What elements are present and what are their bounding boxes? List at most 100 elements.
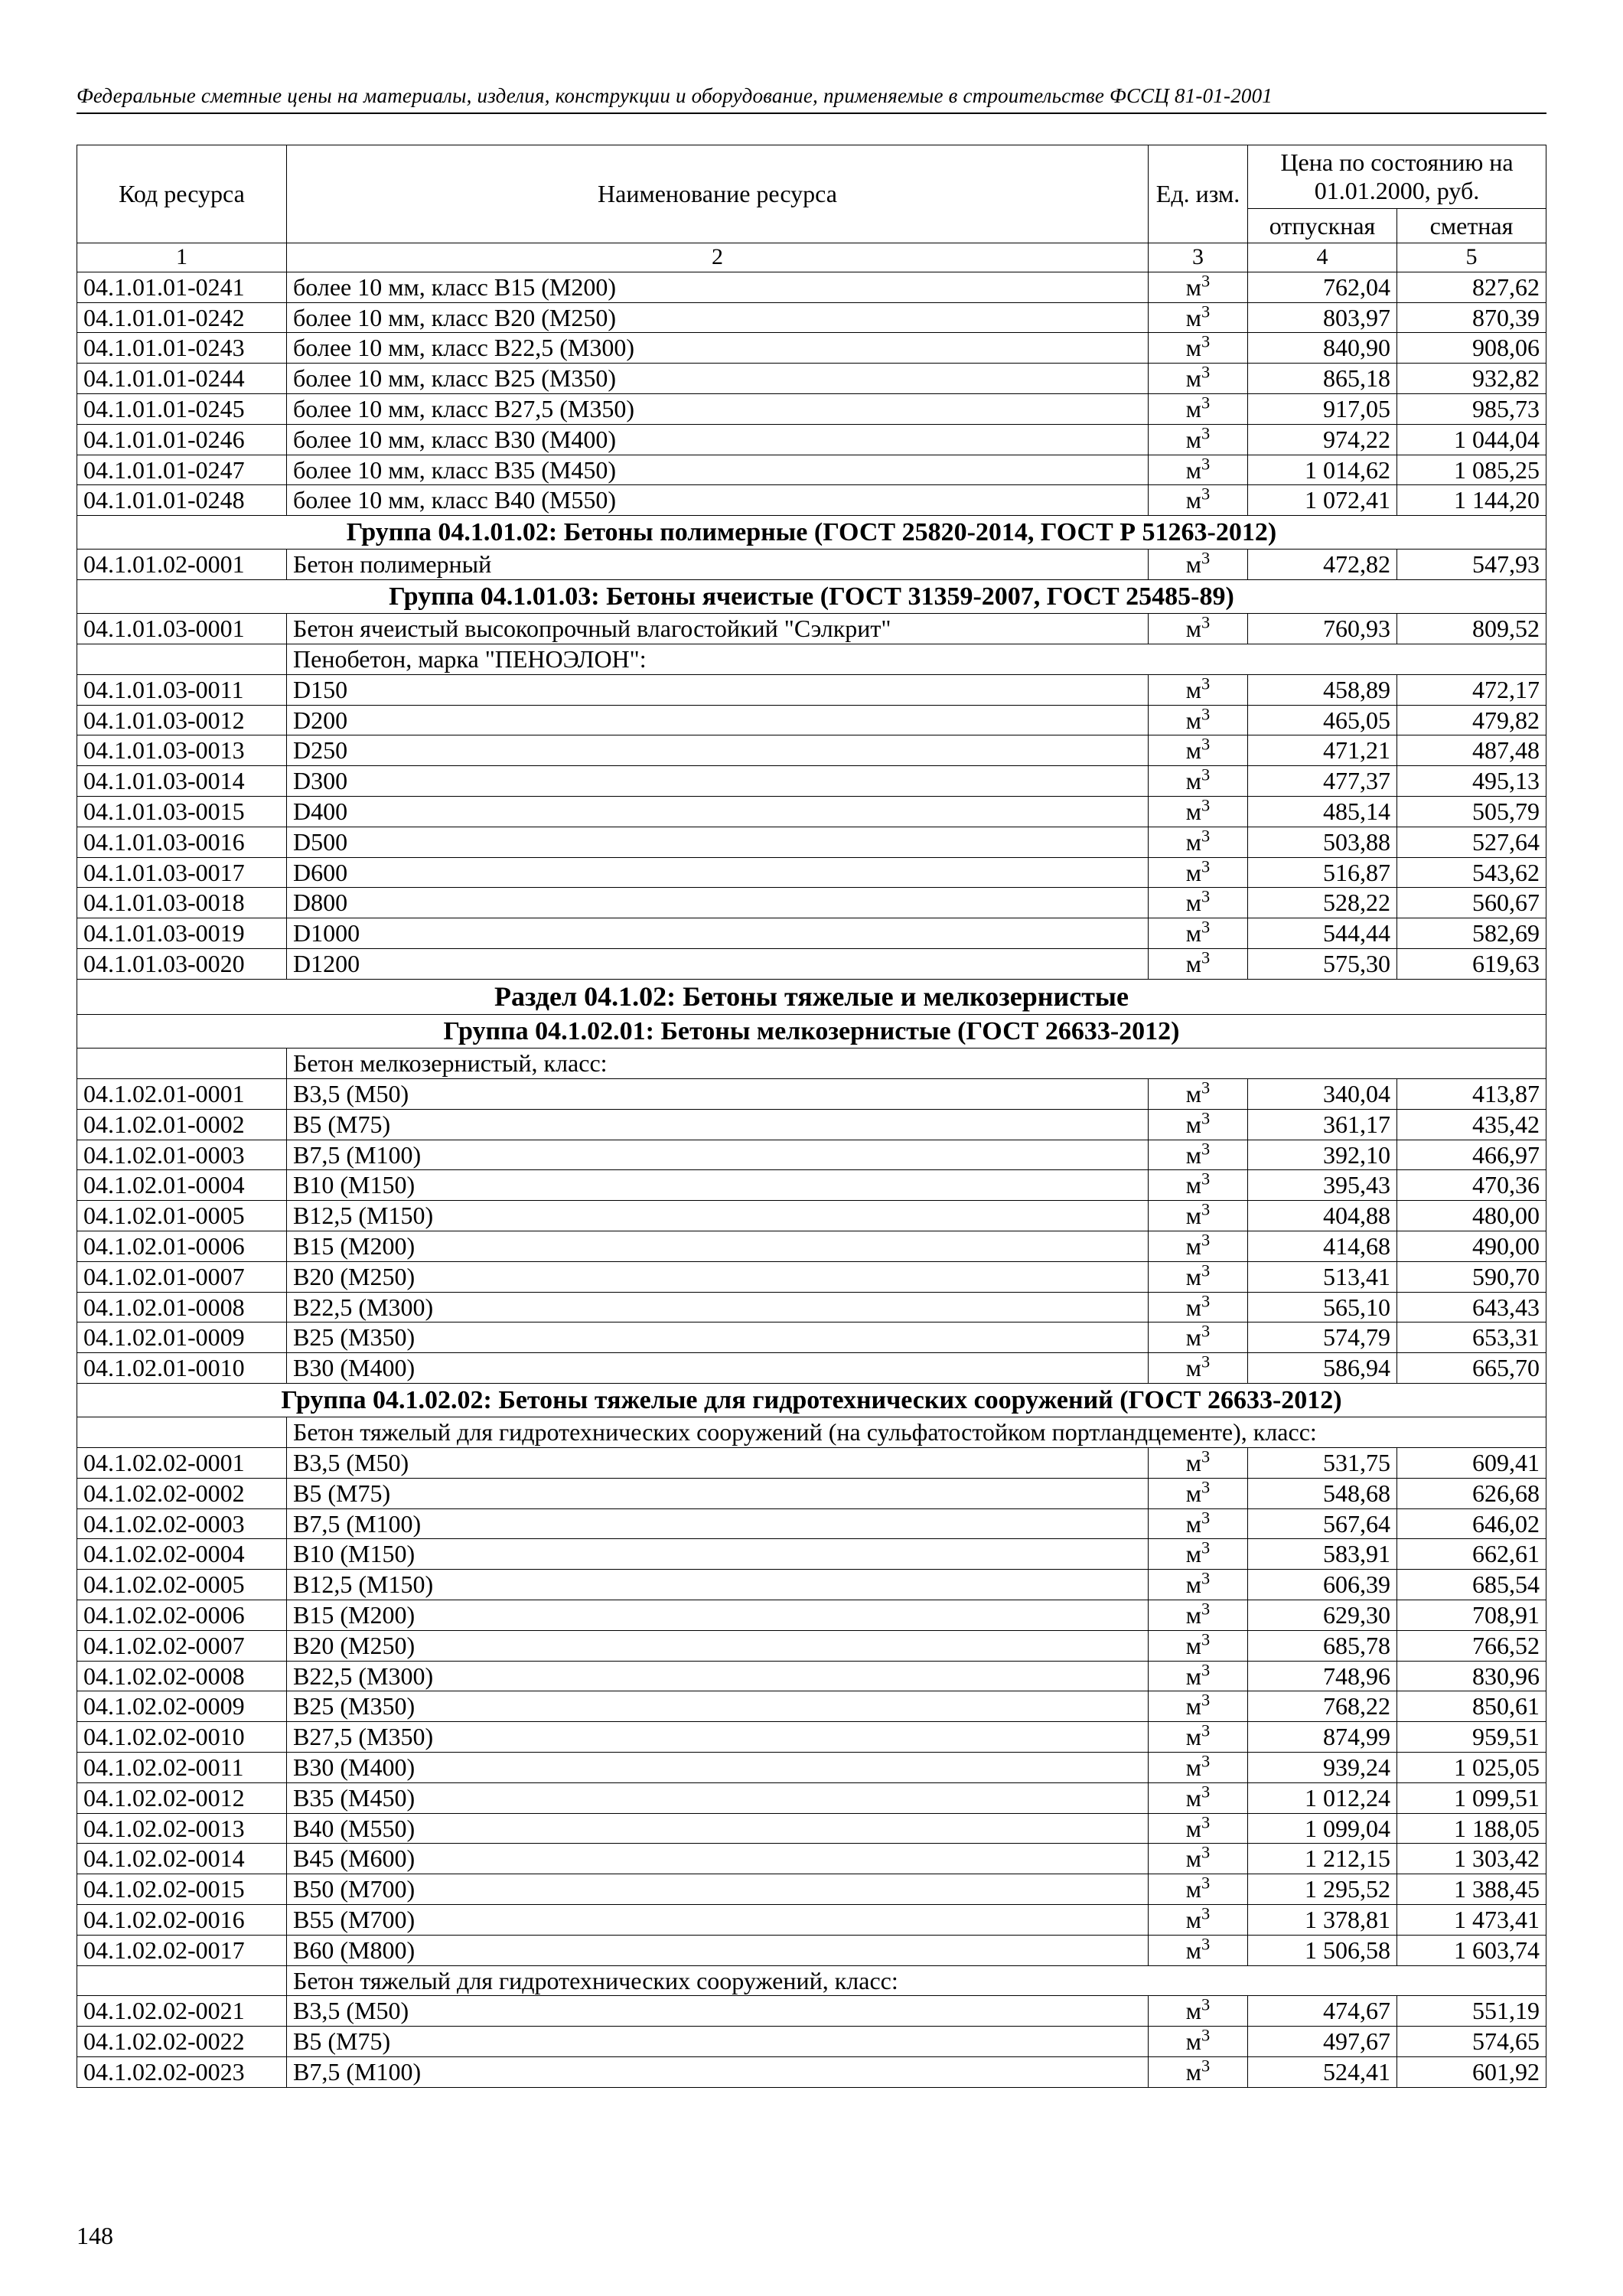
cell-price-release: 760,93 xyxy=(1248,614,1397,644)
cell-price-estimate: 685,54 xyxy=(1397,1570,1546,1600)
cell-price-estimate: 543,62 xyxy=(1397,857,1546,888)
cell-code: 04.1.01.03-0018 xyxy=(77,888,287,918)
cell-code: 04.1.02.02-0021 xyxy=(77,1996,287,2027)
cell-price-release: 874,99 xyxy=(1248,1722,1397,1753)
cell-name: более 10 мм, класс В30 (М400) xyxy=(287,424,1149,455)
cell-price-estimate: 495,13 xyxy=(1397,766,1546,797)
cell-price-release: 472,82 xyxy=(1248,550,1397,580)
cell-price-release: 361,17 xyxy=(1248,1109,1397,1140)
cell-price-estimate: 480,00 xyxy=(1397,1201,1546,1231)
section-row: Раздел 04.1.02: Бетоны тяжелые и мелкозе… xyxy=(77,979,1546,1014)
cell-code: 04.1.02.01-0004 xyxy=(77,1170,287,1201)
colnum-3: 3 xyxy=(1149,243,1248,272)
cell-price-release: 629,30 xyxy=(1248,1600,1397,1630)
table-row: 04.1.01.03-0011D150м3458,89472,17 xyxy=(77,674,1546,705)
cell-price-estimate: 582,69 xyxy=(1397,918,1546,949)
cell-code: 04.1.01.03-0001 xyxy=(77,614,287,644)
cell-price-estimate: 472,17 xyxy=(1397,674,1546,705)
cell-price-estimate: 662,61 xyxy=(1397,1539,1546,1570)
cell-price-estimate: 560,67 xyxy=(1397,888,1546,918)
cell-name: D300 xyxy=(287,766,1149,797)
cell-code: 04.1.02.02-0023 xyxy=(77,2056,287,2087)
cell-code: 04.1.02.02-0010 xyxy=(77,1722,287,1753)
table-row: 04.1.01.03-0018D800м3528,22560,67 xyxy=(77,888,1546,918)
cell-name: В12,5 (М150) xyxy=(287,1570,1149,1600)
cell-price-estimate: 527,64 xyxy=(1397,827,1546,857)
cell-price-estimate: 959,51 xyxy=(1397,1722,1546,1753)
cell-price-estimate: 1 188,05 xyxy=(1397,1813,1546,1844)
cell-name: более 10 мм, класс В15 (М200) xyxy=(287,272,1149,302)
cell-price-estimate: 1 085,25 xyxy=(1397,455,1546,485)
cell-name: D400 xyxy=(287,797,1149,827)
cell-unit: м3 xyxy=(1149,614,1248,644)
table-row: 04.1.02.02-0007В20 (М250)м3685,78766,52 xyxy=(77,1630,1546,1661)
th-price-estimate: сметная xyxy=(1397,208,1546,243)
cell-code xyxy=(77,1965,287,1996)
cell-price-release: 513,41 xyxy=(1248,1261,1397,1292)
cell-unit: м3 xyxy=(1149,1539,1248,1570)
cell-unit: м3 xyxy=(1149,272,1248,302)
cell-price-estimate: 590,70 xyxy=(1397,1261,1546,1292)
cell-unit: м3 xyxy=(1149,1478,1248,1508)
cell-code: 04.1.02.02-0004 xyxy=(77,1539,287,1570)
cell-name: В3,5 (М50) xyxy=(287,1447,1149,1478)
cell-price-release: 586,94 xyxy=(1248,1353,1397,1384)
cell-unit: м3 xyxy=(1149,1261,1248,1292)
table-row: 04.1.02.02-0008В22,5 (М300)м3748,96830,9… xyxy=(77,1661,1546,1691)
cell-unit: м3 xyxy=(1149,1722,1248,1753)
cell-price-release: 1 378,81 xyxy=(1248,1904,1397,1935)
cell-price-release: 474,67 xyxy=(1248,1996,1397,2027)
cell-price-estimate: 932,82 xyxy=(1397,364,1546,394)
table-row: 04.1.02.01-0006В15 (М200)м3414,68490,00 xyxy=(77,1231,1546,1262)
cell-price-release: 516,87 xyxy=(1248,857,1397,888)
cell-subheading: Бетон тяжелый для гидротехнических соору… xyxy=(287,1965,1546,1996)
cell-name: D200 xyxy=(287,705,1149,735)
cell-code: 04.1.01.03-0020 xyxy=(77,949,287,980)
table-row: Бетон тяжелый для гидротехнических соору… xyxy=(77,1417,1546,1448)
cell-price-estimate: 766,52 xyxy=(1397,1630,1546,1661)
cell-code: 04.1.02.02-0002 xyxy=(77,1478,287,1508)
cell-name: В10 (М150) xyxy=(287,1539,1149,1570)
table-row: 04.1.02.01-0009В25 (М350)м3574,79653,31 xyxy=(77,1322,1546,1353)
cell-price-estimate: 653,31 xyxy=(1397,1322,1546,1353)
cell-unit: м3 xyxy=(1149,1752,1248,1782)
table-row: 04.1.02.02-0010В27,5 (М350)м3874,99959,5… xyxy=(77,1722,1546,1753)
cell-price-release: 503,88 xyxy=(1248,827,1397,857)
cell-code: 04.1.02.01-0010 xyxy=(77,1353,287,1384)
table-row: 04.1.02.01-0007В20 (М250)м3513,41590,70 xyxy=(77,1261,1546,1292)
cell-unit: м3 xyxy=(1149,766,1248,797)
cell-price-estimate: 466,97 xyxy=(1397,1140,1546,1170)
cell-unit: м3 xyxy=(1149,735,1248,766)
table-row: 04.1.01.03-0001Бетон ячеистый высокопроч… xyxy=(77,614,1546,644)
table-row: 04.1.02.01-0003В7,5 (М100)м3392,10466,97 xyxy=(77,1140,1546,1170)
cell-code: 04.1.02.01-0007 xyxy=(77,1261,287,1292)
cell-price-estimate: 547,93 xyxy=(1397,550,1546,580)
table-row: 04.1.01.03-0012D200м3465,05479,82 xyxy=(77,705,1546,735)
cell-unit: м3 xyxy=(1149,1996,1248,2027)
cell-name: В25 (М350) xyxy=(287,1691,1149,1722)
cell-code: 04.1.02.02-0001 xyxy=(77,1447,287,1478)
cell-price-release: 840,90 xyxy=(1248,333,1397,364)
cell-price-release: 404,88 xyxy=(1248,1201,1397,1231)
section-title: Раздел 04.1.02: Бетоны тяжелые и мелкозе… xyxy=(77,979,1546,1014)
cell-unit: м3 xyxy=(1149,827,1248,857)
cell-code: 04.1.02.01-0001 xyxy=(77,1079,287,1110)
cell-price-estimate: 490,00 xyxy=(1397,1231,1546,1262)
table-row: 04.1.02.02-0009В25 (М350)м3768,22850,61 xyxy=(77,1691,1546,1722)
cell-name: Бетон ячеистый высокопрочный влагостойки… xyxy=(287,614,1149,644)
th-price-group: Цена по состоянию на 01.01.2000, руб. xyxy=(1248,145,1546,209)
table-body: 04.1.01.01-0241более 10 мм, класс В15 (М… xyxy=(77,272,1546,2087)
cell-code: 04.1.02.01-0003 xyxy=(77,1140,287,1170)
table-row: 04.1.01.01-0242более 10 мм, класс В20 (М… xyxy=(77,302,1546,333)
cell-code: 04.1.02.02-0009 xyxy=(77,1691,287,1722)
cell-code: 04.1.01.02-0001 xyxy=(77,550,287,580)
cell-price-estimate: 1 144,20 xyxy=(1397,485,1546,516)
table-row: 04.1.02.02-0014В45 (М600)м31 212,151 303… xyxy=(77,1844,1546,1874)
colnum-5: 5 xyxy=(1397,243,1546,272)
cell-price-release: 1 014,62 xyxy=(1248,455,1397,485)
cell-price-release: 395,43 xyxy=(1248,1170,1397,1201)
cell-code: 04.1.02.02-0014 xyxy=(77,1844,287,1874)
cell-name: В20 (М250) xyxy=(287,1261,1149,1292)
table-row: 04.1.01.03-0014D300м3477,37495,13 xyxy=(77,766,1546,797)
colnum-4: 4 xyxy=(1248,243,1397,272)
